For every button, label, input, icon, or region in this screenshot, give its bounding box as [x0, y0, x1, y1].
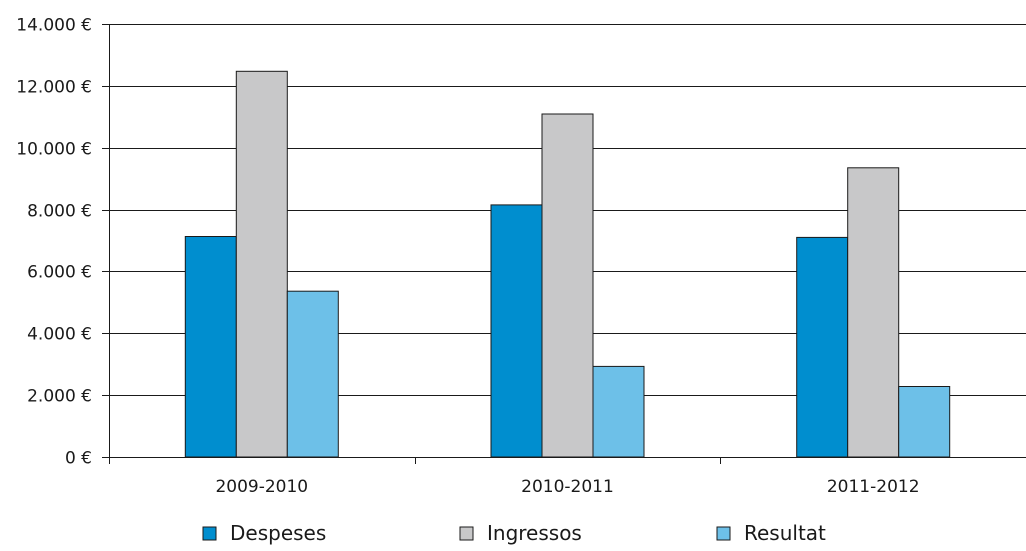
bars — [184, 70, 951, 458]
bar-resultat-2010-2011 — [592, 365, 645, 458]
x-tick-label: 2009-2010 — [215, 477, 308, 497]
bar-resultat-2011-2012 — [898, 386, 951, 458]
legend: Despeses Ingressos Resultat — [202, 521, 826, 545]
legend-swatch-ingressos — [459, 526, 474, 541]
bar-despeses-2011-2012 — [796, 236, 849, 458]
y-tick-label: 4.000 € — [27, 325, 92, 345]
x-tick-label: 2011-2012 — [827, 477, 920, 497]
legend-label-despeses: Despeses — [230, 521, 326, 545]
bar-despeses-2010-2011 — [490, 204, 543, 458]
y-tick-label: 0 € — [65, 449, 92, 469]
legend-swatch-despeses — [202, 526, 217, 541]
bar-ingressos-2009-2010 — [235, 70, 288, 458]
legend-label-resultat: Resultat — [744, 521, 826, 545]
legend-swatch-resultat — [716, 526, 731, 541]
y-tick-label: 6.000 € — [27, 263, 92, 283]
y-tick-label: 8.000 € — [27, 202, 92, 222]
bar-resultat-2009-2010 — [286, 290, 339, 458]
axes: 0 € 2.000 € 4.000 € 6.000 € 8.000 € 10.000 € 1… — [16, 16, 1026, 497]
y-tick-label: 14.000 € — [16, 16, 92, 36]
y-tick-label: 10.000 € — [16, 140, 92, 160]
legend-label-ingressos: Ingressos — [487, 521, 582, 545]
bar-despeses-2009-2010 — [184, 236, 237, 458]
bar-ingressos-2010-2011 — [541, 113, 594, 458]
x-tick-label: 2010-2011 — [521, 477, 614, 497]
y-tick-label: 2.000 € — [27, 387, 92, 407]
bar-ingressos-2011-2012 — [847, 167, 900, 458]
y-tick-label: 12.000 € — [16, 78, 92, 98]
